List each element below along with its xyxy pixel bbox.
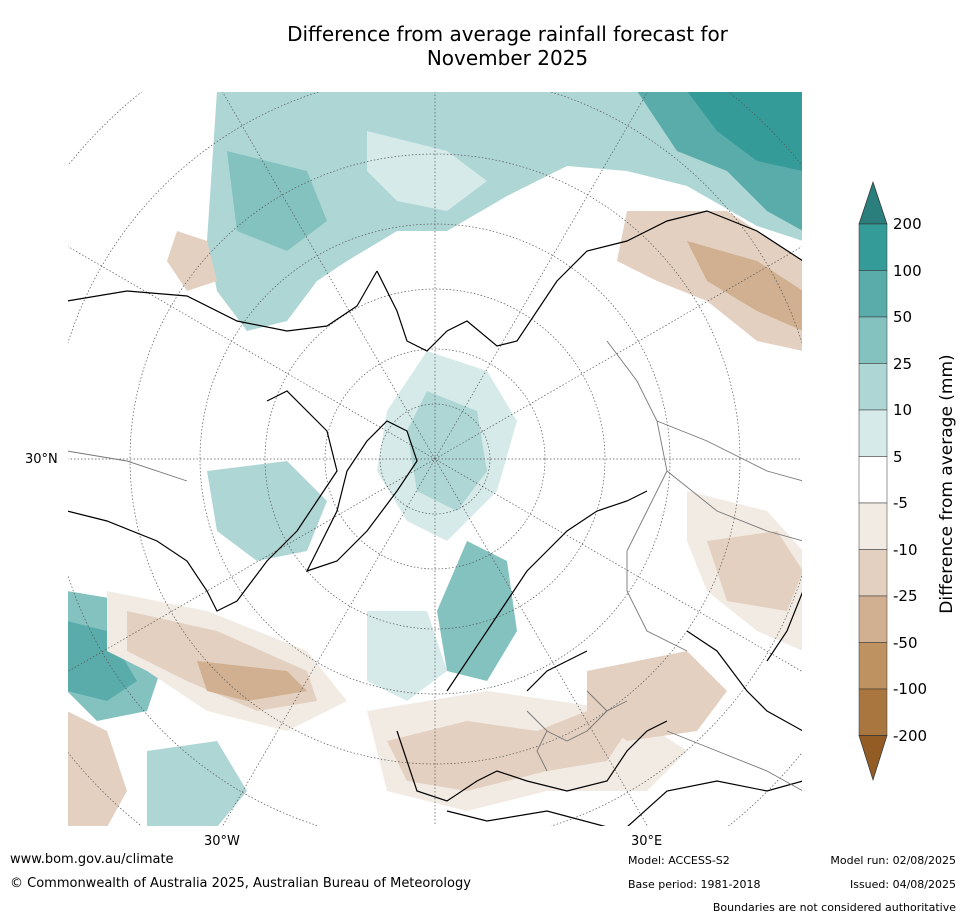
title-line-2: November 2025 <box>426 46 589 70</box>
graticule <box>67 91 803 827</box>
lon-label-30e: 30°E <box>631 834 663 849</box>
anomaly-shading <box>67 91 803 827</box>
colorbar-tick: 25 <box>893 355 913 373</box>
model-run-date: Model run: 02/08/2025 <box>830 854 956 867</box>
model-name: Model: ACCESS-S2 <box>628 854 730 867</box>
base-period: Base period: 1981-2018 <box>628 878 761 891</box>
coastlines <box>67 210 803 827</box>
colorbar-tick: 200 <box>893 215 922 233</box>
colorbar-swatches <box>858 180 888 782</box>
colorbar-tick: -100 <box>893 680 928 698</box>
colorbar-tick: -5 <box>893 494 908 512</box>
colorbar-tick: -200 <box>893 727 928 745</box>
colorbar <box>855 180 891 786</box>
title-line-1: Difference from average rainfall forecas… <box>287 22 728 46</box>
colorbar-tick: 100 <box>893 262 922 280</box>
colorbar-tick: 50 <box>893 308 913 326</box>
copyright-text: © Commonwealth of Australia 2025, Austra… <box>10 876 471 891</box>
issued-date: Issued: 04/08/2025 <box>849 878 956 891</box>
website-link[interactable]: www.bom.gov.au/climate <box>10 852 174 867</box>
boundaries-disclaimer: Boundaries are not considered authoritat… <box>712 901 956 914</box>
colorbar-title: Difference from average (mm) <box>937 354 957 614</box>
lat-label-30n: 30°N <box>25 452 58 467</box>
colorbar-tick: -25 <box>893 587 918 605</box>
chart-title: Difference from average rainfall forecas… <box>150 22 865 70</box>
colorbar-extend-top <box>858 180 888 225</box>
country-borders <box>67 340 803 792</box>
colorbar-tick: 5 <box>893 448 903 466</box>
colorbar-extend-bottom <box>858 735 888 782</box>
rainfall-anomaly-map[interactable] <box>67 91 803 827</box>
colorbar-tick: -50 <box>893 634 918 652</box>
map-canvas <box>67 91 803 827</box>
lon-label-30w: 30°W <box>204 834 240 849</box>
colorbar-tick: 10 <box>893 401 913 419</box>
colorbar-tick: -10 <box>893 541 918 559</box>
